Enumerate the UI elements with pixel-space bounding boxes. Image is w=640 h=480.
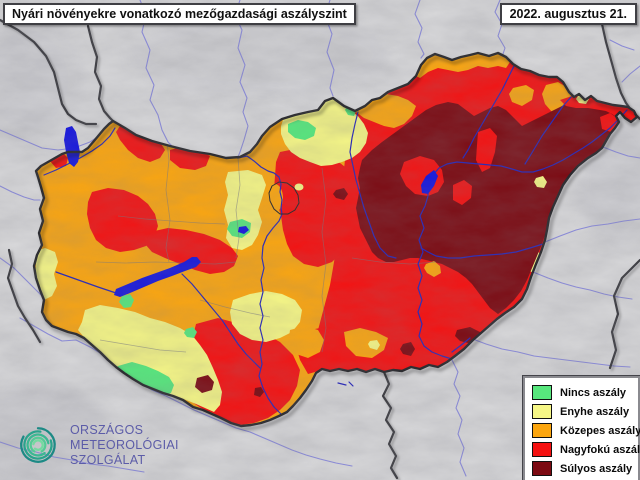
map-date: 2022. augusztus 21. xyxy=(499,3,637,25)
legend-row: Nincs aszály xyxy=(532,383,631,402)
logo-line-2: METEOROLÓGIAI xyxy=(70,437,179,452)
legend: Nincs aszály Enyhe aszály Közepes aszály… xyxy=(523,376,640,480)
legend-label: Közepes aszály xyxy=(560,424,640,437)
legend-swatch-mild-drought xyxy=(532,404,552,419)
omsz-spiral-icon xyxy=(20,427,56,463)
legend-row: Súlyos aszály xyxy=(532,459,633,478)
legend-row: Közepes aszály xyxy=(532,421,640,440)
legend-swatch-serious-drought xyxy=(532,461,552,476)
legend-label: Enyhe aszály xyxy=(560,405,630,418)
legend-label: Nagyfokú aszály xyxy=(560,443,640,456)
omsz-logo: ORSZÁGOS METEOROLÓGIAI SZOLGÁLAT xyxy=(15,422,179,468)
legend-row: Nagyfokú aszály xyxy=(532,440,640,459)
logo-line-3: SZOLGÁLAT xyxy=(70,452,146,467)
legend-swatch-severe-drought xyxy=(532,442,552,457)
map-title: Nyári növényekre vonatkozó mezőgazdasági… xyxy=(3,3,356,25)
legend-label: Nincs aszály xyxy=(560,386,627,399)
logo-line-1: ORSZÁGOS xyxy=(70,422,144,437)
legend-swatch-moderate-drought xyxy=(532,423,552,438)
legend-row: Enyhe aszály xyxy=(532,402,631,421)
legend-swatch-no-drought xyxy=(532,385,552,400)
legend-label: Súlyos aszály xyxy=(560,462,633,475)
omsz-logo-text: ORSZÁGOS METEOROLÓGIAI SZOLGÁLAT xyxy=(70,423,179,468)
